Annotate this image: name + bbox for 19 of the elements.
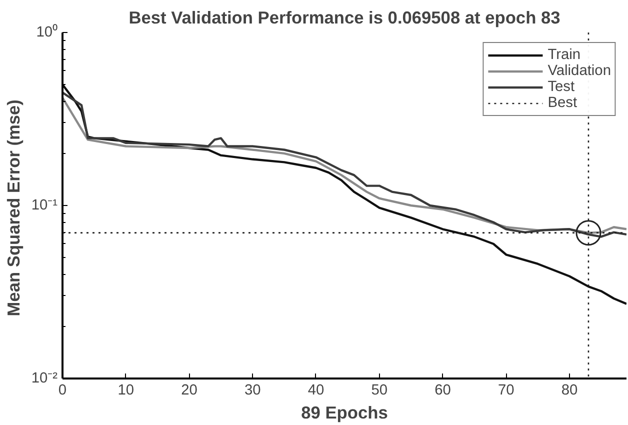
y-axis-title: Mean Squared Error (mse) — [3, 100, 24, 316]
x-tick-label: 40 — [308, 382, 324, 398]
x-tick-label: 0 — [58, 382, 67, 398]
x-tick-label: 80 — [561, 382, 578, 398]
legend-label: Train — [548, 47, 581, 63]
x-tick-label: 60 — [434, 382, 451, 398]
y-tick-label: 10⁰ — [36, 24, 58, 40]
ref-line-label: Best — [548, 95, 578, 111]
legend-label: Validation — [548, 63, 611, 79]
x-tick-label: 30 — [244, 382, 261, 398]
y-tick-label: 10⁻² — [31, 370, 58, 386]
legend-label: Test — [548, 79, 575, 95]
y-tick-label: 10⁻¹ — [31, 198, 58, 214]
x-axis-title: 89 Epochs — [301, 402, 388, 422]
x-tick-label: 70 — [498, 382, 514, 398]
x-tick-label: 10 — [118, 382, 134, 398]
chart-title: Best Validation Performance is 0.069508 at epoch 83 — [128, 8, 561, 28]
x-tick-label: 20 — [181, 382, 198, 398]
x-tick-label: 50 — [371, 382, 388, 398]
